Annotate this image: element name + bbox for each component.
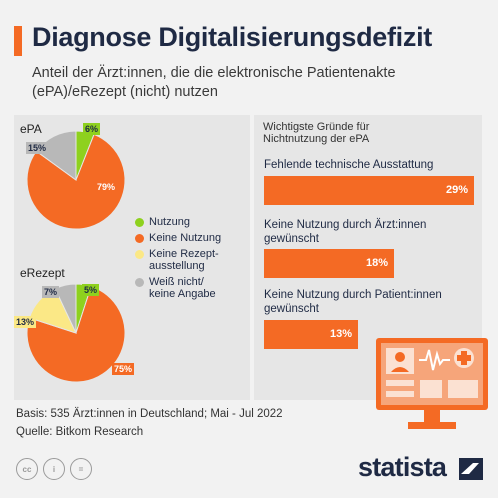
pie-slice-label: 75%	[112, 363, 135, 375]
reason-label: Keine Nutzung durch Ärzt:innen gewünscht	[264, 219, 427, 245]
reason-label: Fehlende technische Ausstattung	[264, 159, 434, 171]
legend-item-weiss-nicht: Weiß nicht/ keine Angabe	[135, 276, 255, 300]
cc-license-icon[interactable]: cc	[16, 458, 38, 480]
pie-slice-label: 79%	[95, 181, 118, 193]
legend-item-nutzung: Nutzung	[135, 216, 255, 228]
erezept-pie-chart	[26, 283, 126, 383]
reason-value: 18%	[365, 257, 388, 269]
legend-swatch-nutzung	[135, 218, 144, 227]
title-accent-bar	[14, 26, 22, 56]
pie-slice-label: 7%	[42, 286, 60, 298]
legend-label: Weiß nicht/ keine Angabe	[149, 276, 216, 300]
legend-label: Keine Nutzung	[149, 232, 222, 244]
legend-item-keine-rezeptausstellung: Keine Rezept-ausstellung	[135, 248, 255, 272]
legend-swatch-weiss-nicht	[135, 278, 144, 287]
statista-logo[interactable]: statista	[358, 452, 447, 482]
legend-item-keine-nutzung: Keine Nutzung	[135, 232, 255, 244]
footer-source: Quelle: Bitkom Research	[16, 426, 144, 438]
epa-pie-title: ePA	[20, 122, 42, 136]
reason-bar: 29%	[264, 176, 474, 205]
pie-slice-keine-nutzung	[26, 133, 126, 230]
chart-title: Diagnose Digitalisierungsdefizit	[32, 22, 432, 52]
attribution-icon[interactable]: i	[43, 458, 65, 480]
license-icons: cc i =	[16, 458, 92, 480]
digital-health-monitor-icon	[376, 338, 488, 429]
reasons-title: Wichtigste Gründe für Nichtnutzung der e…	[263, 121, 370, 145]
pie-slice-keine-nutzung	[26, 285, 126, 383]
footer-basis: Basis: 535 Ärzt:innen in Deutschland; Ma…	[16, 408, 283, 420]
reason-bar: 13%	[264, 320, 358, 349]
statista-logo-icon	[459, 458, 483, 480]
pie-slice-label: 5%	[82, 284, 100, 296]
erezept-pie-title: eRezept	[20, 266, 65, 280]
pie-slice-label: 13%	[14, 316, 37, 328]
pie-slice-label: 15%	[26, 142, 49, 154]
chart-subtitle: Anteil der Ärzt:innen, die die elektroni…	[32, 65, 396, 100]
reason-label: Keine Nutzung durch Patient:innen gewüns…	[264, 289, 442, 315]
reason-value: 29%	[445, 184, 468, 196]
legend-label: Nutzung	[149, 216, 190, 228]
legend: Nutzung Keine Nutzung Keine Rezept-ausst…	[135, 216, 255, 304]
no-derivatives-icon[interactable]: =	[70, 458, 92, 480]
legend-swatch-keine-rezeptausstellung	[135, 250, 144, 259]
reason-value: 13%	[329, 328, 352, 340]
pie-slice-label: 6%	[83, 123, 101, 135]
legend-swatch-keine-nutzung	[135, 234, 144, 243]
legend-label: Keine Rezept-ausstellung	[149, 248, 219, 272]
reason-bar: 18%	[264, 249, 394, 278]
